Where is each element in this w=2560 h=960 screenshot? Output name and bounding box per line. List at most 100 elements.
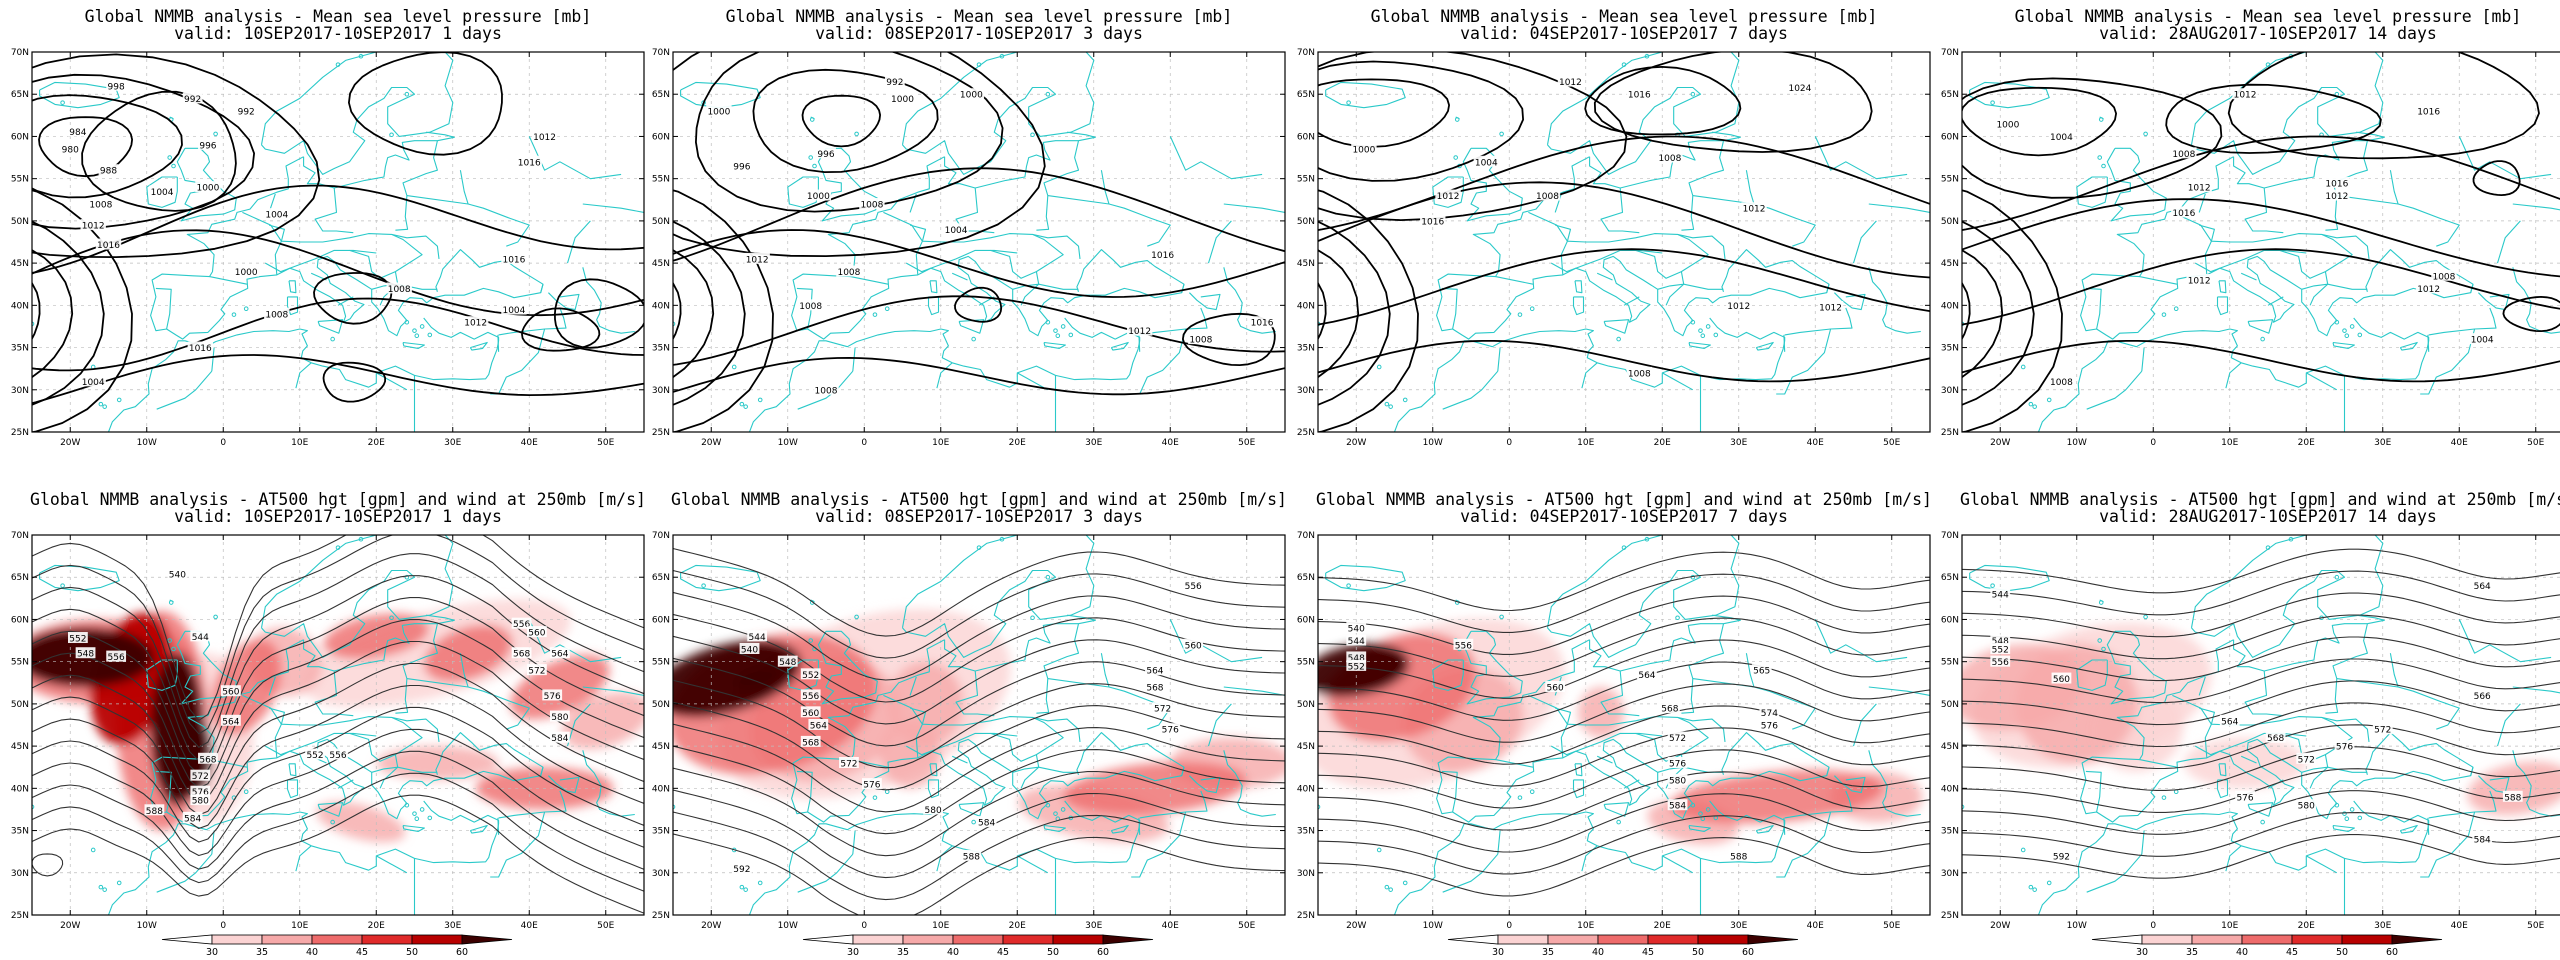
isobar [1584, 66, 1742, 136]
height-contour [32, 684, 644, 830]
contour-label: 1016 [1151, 251, 1174, 261]
island [404, 319, 410, 325]
lat-tick-label: 25N [652, 911, 670, 921]
coastline [548, 292, 580, 311]
island [330, 819, 335, 825]
contour-label: 540 [169, 570, 186, 580]
lon-tick-label: 40E [1162, 921, 1179, 931]
contour-label: 560 [2053, 675, 2070, 685]
contour-label: 1012 [533, 133, 556, 143]
island [739, 884, 745, 890]
lat-tick-label: 65N [1297, 90, 1315, 100]
coastline [929, 763, 938, 777]
contour-label-bg [1346, 651, 1367, 663]
island [2046, 880, 2052, 886]
isobar [1962, 189, 2063, 432]
coastline [1043, 623, 1080, 679]
lon-tick-label: 20W [60, 438, 80, 448]
coastline [1814, 136, 1908, 180]
lat-tick-label: 60N [1941, 615, 1959, 625]
contour-label: 564 [2474, 582, 2491, 592]
island [999, 53, 1005, 59]
axis-ticks: 70N 65N 60N 55N 50N 45N 40N 35N 30N 25N 20W 10W 0 10E… [652, 531, 1285, 931]
coastline [1108, 203, 1171, 247]
coastline [2247, 319, 2274, 334]
colorbar-label: 60 [1097, 947, 1109, 958]
coastline [314, 187, 354, 234]
contour-label-bg [187, 341, 213, 353]
contour-label-bg [1453, 638, 1474, 650]
lat-tick-label: 50N [1297, 700, 1315, 710]
height-contour [673, 547, 1285, 637]
island [2098, 600, 2104, 605]
contour-label: 1012 [2417, 285, 2440, 295]
contour-label-bg [527, 626, 547, 638]
wind-jet-core [510, 654, 610, 720]
contour-label: 1004 [1475, 158, 1498, 168]
contour-label-bg [190, 785, 211, 797]
contour-label: 576 [192, 788, 209, 798]
contour-label-bg [1249, 316, 1275, 328]
coastline [2496, 703, 2521, 747]
coastline [1662, 372, 1694, 391]
island [116, 880, 122, 886]
height-contour [1962, 768, 2560, 813]
coastline [2306, 372, 2338, 391]
colorbar-segment [411, 934, 463, 945]
contour-label-bg [2296, 752, 2317, 764]
contour-label: 574 [1761, 709, 1778, 719]
coastline [288, 763, 297, 777]
panel-title: Global NMMB analysis - AT500 hgt [gpm] a… [1960, 490, 2560, 509]
isobars [1318, 52, 1930, 432]
coastline [286, 779, 299, 799]
contour-label: 1016 [2417, 108, 2440, 118]
map-panel-mslp-14d: Global NMMB analysis - Mean sea level pr… [1941, 7, 2560, 448]
colorbar-segment [361, 934, 413, 945]
island [2344, 333, 2350, 339]
contour-label: 1004 [502, 306, 525, 316]
panel-title: Global NMMB analysis - AT500 hgt [gpm] a… [1316, 490, 1932, 509]
contour-label-bg [60, 143, 81, 155]
contour-label: 544 [1992, 591, 2009, 601]
island [1045, 91, 1051, 97]
height-contour [32, 575, 644, 762]
contour-label-bg [542, 689, 563, 701]
contour-label-bg [1990, 643, 2011, 654]
map-frame [1317, 534, 1931, 916]
lon-tick-label: 10E [2221, 438, 2238, 448]
island [854, 614, 859, 620]
island [2173, 306, 2179, 312]
coastline [1169, 136, 1263, 180]
contour-label: 1000 [1352, 146, 1375, 156]
island [1060, 324, 1066, 329]
contour-label: 1000 [235, 268, 258, 278]
height-contour [673, 833, 1285, 915]
coastline [852, 830, 856, 855]
isobar [1318, 340, 1930, 383]
lon-tick-label: 10W [2067, 438, 2087, 448]
isobar [32, 53, 321, 258]
contour-label: 1004 [151, 188, 174, 198]
isobar [673, 52, 1046, 257]
island [243, 789, 249, 795]
contour-label: 556 [108, 653, 125, 663]
island [2097, 155, 2102, 160]
island [2342, 328, 2347, 333]
island [404, 574, 410, 580]
lat-tick-label: 55N [1941, 658, 1959, 668]
isobar [1962, 340, 2560, 383]
coastline [1868, 750, 1921, 817]
contour-label-bg [805, 189, 832, 201]
contour-label: 564 [2221, 717, 2238, 727]
height-contour [1318, 727, 1930, 787]
isobar [673, 229, 1285, 298]
contour-label-bg [182, 92, 203, 104]
island [213, 614, 218, 620]
lon-tick-label: 10W [137, 921, 157, 931]
contour-label-bg [264, 307, 290, 319]
height-contour [1318, 573, 1930, 633]
height-contour [1318, 793, 1930, 853]
contour-label-bg [731, 160, 752, 171]
coastline [2512, 267, 2560, 334]
